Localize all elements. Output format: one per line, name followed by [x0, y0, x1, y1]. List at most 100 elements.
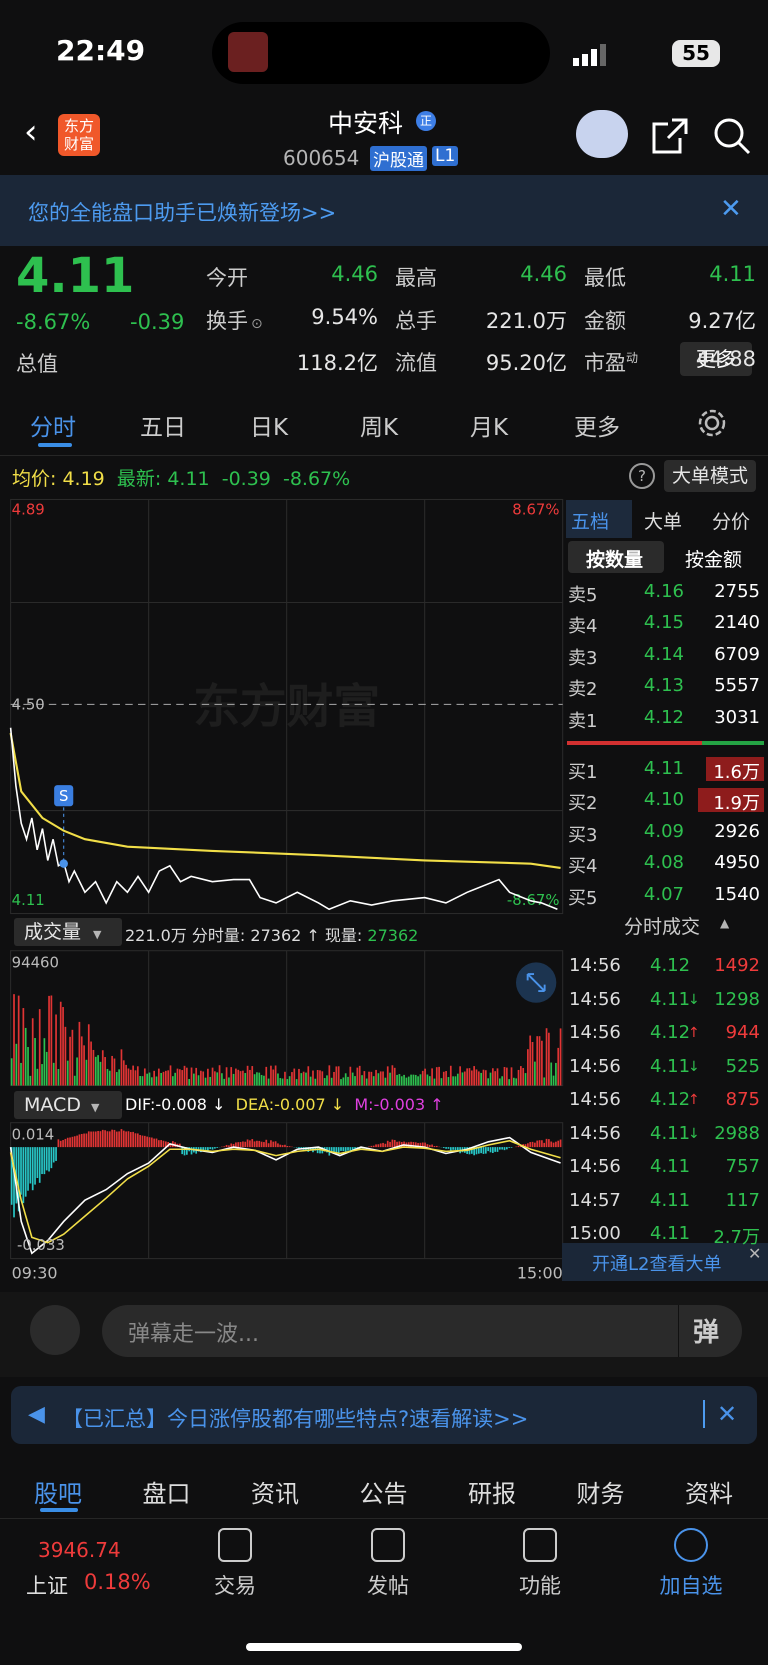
settings-icon[interactable]	[697, 408, 727, 438]
volume-label: 成交量	[24, 921, 82, 943]
level-label: 买3	[568, 824, 598, 846]
level-label: 买1	[568, 762, 598, 783]
orderbook-tab[interactable]: 五档	[571, 511, 610, 533]
more-button[interactable]: 更多	[680, 342, 752, 376]
tab[interactable]: 月K	[470, 415, 509, 441]
macd-selector[interactable]: MACD ▼	[14, 1091, 122, 1119]
l2-close[interactable]: ✕	[748, 1244, 762, 1263]
nav-icon[interactable]	[218, 1528, 252, 1562]
orderbook-tabs	[566, 500, 766, 538]
dif-line	[9, 1136, 561, 1255]
nav-icon[interactable]	[523, 1528, 557, 1562]
level-volume: 2755	[714, 581, 760, 602]
nav-icon[interactable]	[674, 1528, 708, 1562]
level-price: 4.16	[643, 581, 684, 602]
tab[interactable]: 五日	[140, 415, 186, 441]
nav-icon[interactable]	[371, 1528, 405, 1562]
notice-close[interactable]: ✕	[717, 1400, 738, 1428]
tab[interactable]: 更多	[574, 415, 620, 441]
notice[interactable]	[11, 1386, 757, 1444]
volume-highlight	[698, 788, 764, 813]
trade-price: 4.12	[650, 1089, 691, 1110]
trade-volume: 2.7万	[713, 1227, 760, 1248]
low-label: 4.11	[12, 891, 45, 909]
index-pct[interactable]: 0.18%	[84, 1570, 151, 1594]
share-icon[interactable]	[650, 116, 690, 156]
bottom-tab[interactable]: 公告	[359, 1480, 408, 1508]
marker-box	[54, 785, 74, 807]
trade-price: 4.11	[650, 1055, 691, 1077]
order-row: 卖3 4.14 6709	[566, 640, 766, 670]
notice-icon: ◀	[28, 1402, 45, 1427]
tab-indicator	[38, 443, 72, 447]
notice-text[interactable]: 【已汇总】今日涨停股都有哪些特点?速看解读>>	[62, 1407, 529, 1431]
l2-bar[interactable]	[562, 1243, 768, 1281]
level-volume: 1540	[714, 883, 760, 905]
volume-total: 221.0万	[125, 926, 187, 945]
marker-label: S	[59, 787, 68, 805]
logo: 东方财富	[58, 114, 100, 156]
bottom-tab[interactable]: 研报	[468, 1480, 516, 1508]
search-icon[interactable]	[712, 116, 752, 156]
trade-volume: 875	[725, 1089, 760, 1110]
bottom-tab[interactable]: 资讯	[251, 1480, 299, 1508]
tab[interactable]: 分时	[30, 415, 76, 441]
order-row: 卖2 4.13 5557	[566, 671, 766, 701]
trade-time: 14:56	[569, 1156, 621, 1177]
order-row: 买1 4.11 1.6万	[566, 754, 766, 784]
m-value: M:-0.003 ↑	[354, 1095, 444, 1114]
help-icon[interactable]: ?	[629, 463, 655, 489]
field-value: 221.0万	[485, 309, 567, 333]
banner[interactable]	[0, 175, 768, 246]
nav-item[interactable]: 交易	[214, 1574, 256, 1598]
tab[interactable]: 周K	[360, 415, 399, 441]
watermark: 东方财富	[193, 680, 380, 734]
danmu-placeholder[interactable]: 弹幕走一波...	[128, 1322, 259, 1347]
mode-button[interactable]: 大单模式	[664, 460, 756, 492]
volume-selector[interactable]: 成交量 ▼	[14, 918, 122, 946]
danmu-button[interactable]: 弹	[693, 1318, 720, 1348]
ratio-bar-green	[702, 741, 764, 745]
trade-time: 14:56	[569, 1122, 621, 1144]
trade-row: 15:00 4.11 2.7万	[566, 1218, 766, 1250]
orderbook-subtab[interactable]: 按数量	[586, 549, 644, 571]
order-row: 卖5 4.16 2755	[566, 577, 766, 607]
banner-close[interactable]: ✕	[720, 194, 742, 224]
assistant-avatar[interactable]	[576, 110, 628, 158]
trade-row: 14:56 4.11 757	[566, 1151, 766, 1183]
nav-item[interactable]: 发帖	[367, 1574, 409, 1598]
macd-bars	[10, 1129, 562, 1218]
trade-volume: 525	[725, 1055, 760, 1077]
macd-label: MACD	[24, 1094, 81, 1116]
trade-price: 4.11	[650, 1156, 691, 1177]
trade-volume: 2988	[714, 1122, 760, 1144]
bottom-tab[interactable]: 盘口	[142, 1480, 191, 1508]
bottom-tab[interactable]: 财务	[576, 1480, 625, 1508]
order-row: 买5 4.07 1540	[566, 880, 766, 910]
bottom-tab[interactable]: 股吧	[34, 1480, 82, 1508]
nav-item[interactable]: 加自选	[659, 1574, 723, 1598]
orderbook-tab[interactable]: 分价	[712, 511, 751, 533]
orderbook-subtab[interactable]: 按金额	[685, 549, 743, 571]
dynamic-island	[212, 22, 550, 84]
dif-value: DIF:-0.008 ↓	[125, 1095, 226, 1114]
back-button[interactable]: ‹	[24, 112, 38, 152]
trade-price: 4.11	[650, 1189, 691, 1211]
danmu-settings[interactable]	[30, 1305, 80, 1355]
nav-item[interactable]: 功能	[519, 1574, 561, 1598]
bottom-tab[interactable]: 资料	[685, 1480, 733, 1508]
signal	[573, 44, 609, 66]
info-icon: ⊙	[251, 316, 263, 332]
l2-text[interactable]: 开通L2查看大单	[592, 1254, 722, 1275]
level-volume: 4950	[714, 852, 760, 874]
order-row: 卖4 4.15 2140	[566, 608, 766, 638]
orderbook-tab[interactable]: 大单	[644, 511, 683, 533]
banner-text[interactable]: 您的全能盘口助手已焕新登场>>	[28, 201, 337, 225]
index-value[interactable]: 3946.74	[38, 1538, 121, 1562]
trade-row: 14:56 4.12 ↑ 875	[566, 1084, 766, 1116]
tab[interactable]: 日K	[250, 415, 289, 441]
danmu-input[interactable]	[102, 1305, 742, 1357]
index-name[interactable]: 上证	[26, 1574, 68, 1598]
latest-pct: -8.67%	[282, 468, 351, 490]
field-label: 总手	[395, 309, 437, 333]
